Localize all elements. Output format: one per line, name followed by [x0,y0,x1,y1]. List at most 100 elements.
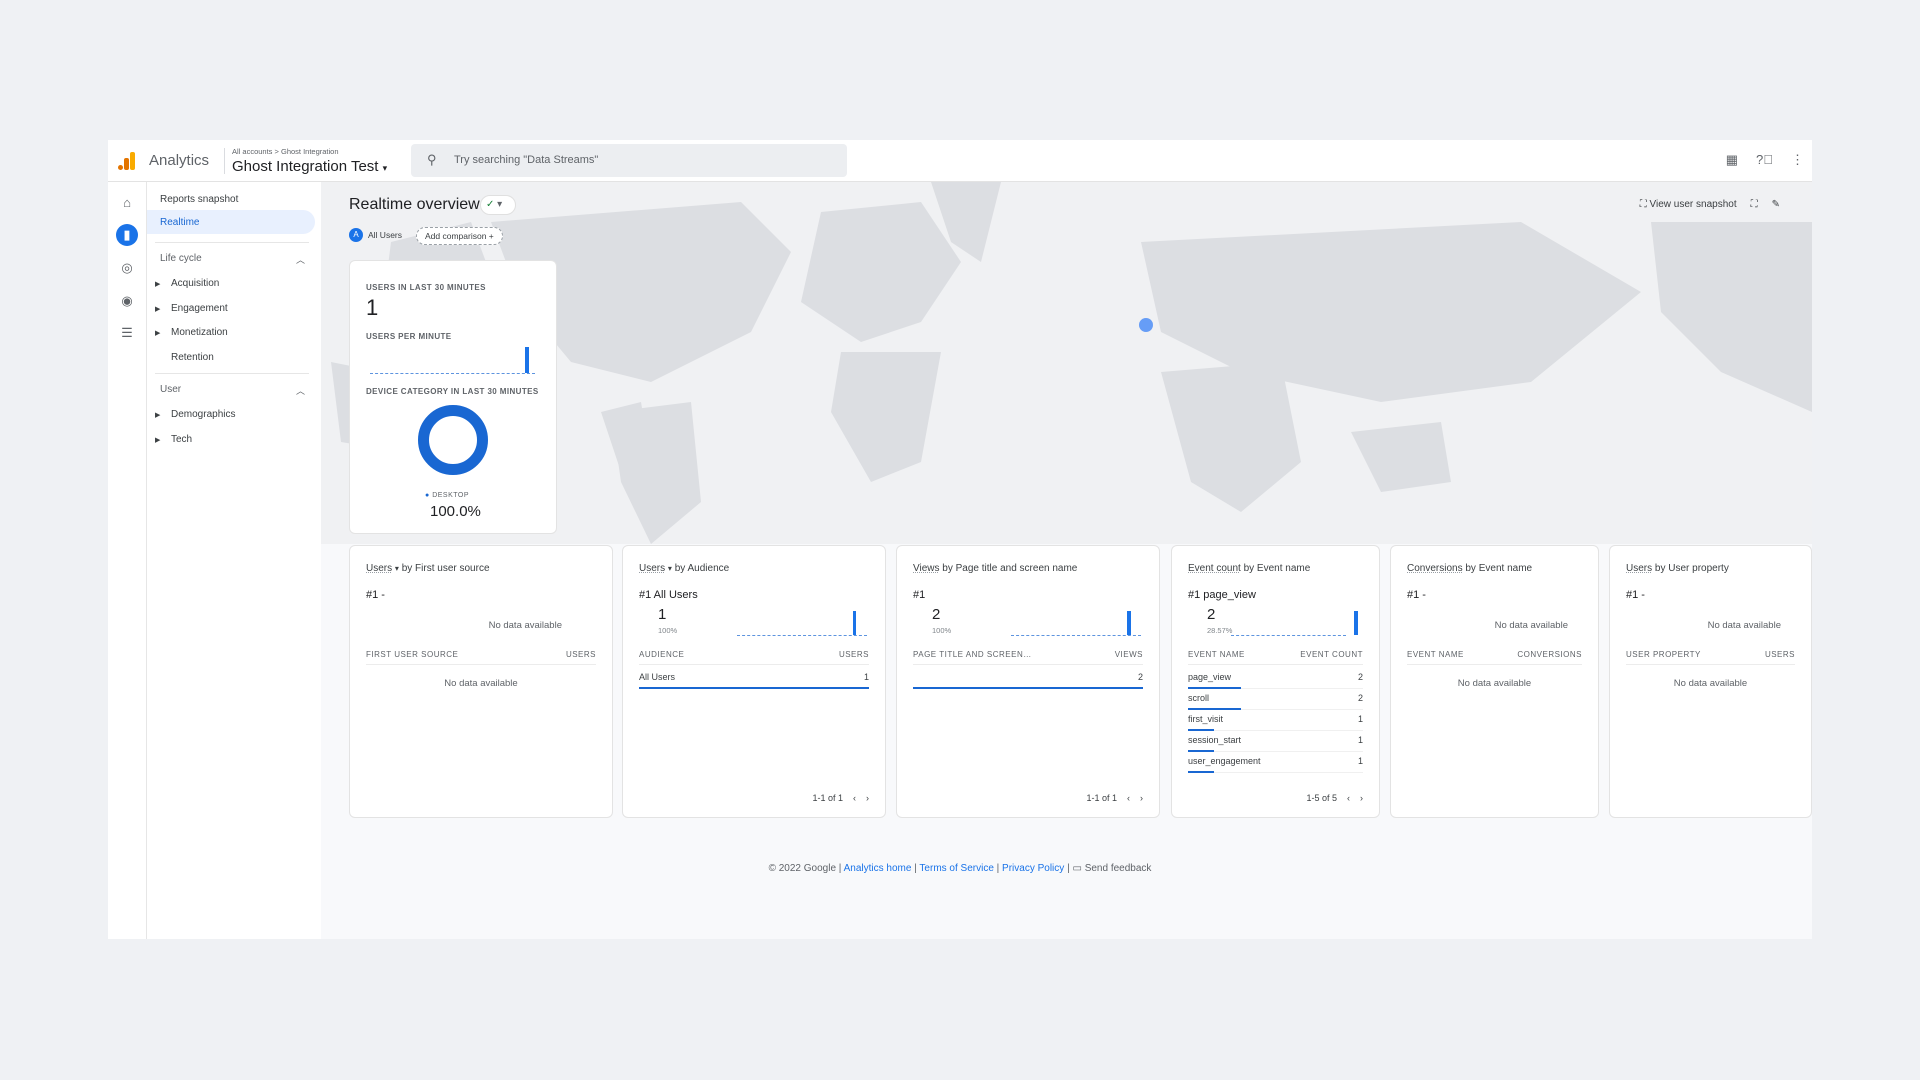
nav-acquisition[interactable]: Acquisition [171,278,220,289]
table-row[interactable]: scroll 2 [1188,689,1363,710]
plus-icon: + [488,231,494,241]
trend-bar[interactable] [853,611,856,635]
send-feedback-label: Send feedback [1084,863,1152,874]
card-dimension: by Audience [674,563,730,574]
column-header[interactable]: EVENT NAME [1407,650,1464,659]
table-row[interactable]: All Users 1 [639,668,869,689]
terms-link[interactable]: Terms of Service [919,863,994,874]
card-title[interactable]: Views by Page title and screen name [913,563,1077,574]
fullscreen-icon[interactable]: ⛶ [1750,199,1758,210]
card-dimension: by User property [1654,563,1729,574]
nav-engagement[interactable]: Engagement [171,303,228,314]
report-card: Users by User property #1 - No data availa… [1609,545,1812,818]
card-title[interactable]: Users ▾ by First user source [366,563,490,574]
app-frame: Analytics All accounts > Ghost Integrati… [108,140,1812,939]
card-title[interactable]: Event count by Event name [1188,563,1310,574]
card-title[interactable]: Users ▾ by Audience [639,563,729,574]
column-header[interactable]: CONVERSIONS [1517,650,1582,659]
caret-right-icon[interactable]: ▶ [155,412,161,419]
property-selector[interactable]: Ghost Integration Test ▾ [232,158,387,175]
chevron-left-icon[interactable]: ‹ [1127,793,1130,803]
users-per-minute-bar[interactable] [525,347,529,373]
comparison-label: All Users [368,230,403,240]
column-header[interactable]: PAGE TITLE AND SCREEN… [913,650,1032,659]
chevron-up-icon[interactable]: ︿ [295,255,305,265]
home-icon[interactable]: ⌂ [123,195,131,210]
chevron-left-icon[interactable]: ‹ [1347,793,1350,803]
nav-user[interactable]: User [160,384,182,395]
trend-bar[interactable] [1354,611,1359,635]
card-metric[interactable]: Users [639,563,666,574]
table-row[interactable]: 2 [913,668,1143,689]
caret-right-icon[interactable]: ▶ [155,330,161,337]
device-donut-chart[interactable] [418,405,488,475]
table-row[interactable]: user_engagement 1 [1188,752,1363,773]
configure-icon[interactable]: ☰ [121,325,133,340]
column-header[interactable]: USERS [1764,650,1795,659]
column-header[interactable]: USER PROPERTY [1626,650,1701,659]
nav-tech[interactable]: Tech [171,434,193,445]
apps-grid-icon[interactable]: ▦ [1725,152,1739,167]
nav-demographics[interactable]: Demographics [171,409,236,420]
comparison-chip-all-users[interactable]: A All Users [349,228,402,242]
legend-dot-icon: ● [425,492,430,499]
more-vert-icon[interactable]: ⋮ [1791,152,1804,167]
explore-icon[interactable]: ◎ [121,260,133,275]
chevron-down-icon[interactable]: ▾ [667,564,672,573]
table-row[interactable]: first_visit 1 [1188,710,1363,731]
help-icon[interactable]: ?⃝ [1756,152,1773,167]
nav-realtime[interactable]: Realtime [160,217,200,228]
card-metric[interactable]: Views [913,563,940,574]
row-name: first_visit [1188,714,1224,724]
column-header[interactable]: AUDIENCE [639,650,685,659]
card-dimension: by First user source [401,563,490,574]
customize-report-icon[interactable]: ✎ [1771,199,1780,210]
column-header[interactable]: FIRST USER SOURCE [366,650,459,659]
table-row[interactable]: page_view 2 [1188,668,1363,689]
card-metric[interactable]: Users [366,563,393,574]
column-header[interactable]: EVENT NAME [1188,650,1245,659]
device-legend: ● DESKTOP [425,492,469,499]
nav-retention[interactable]: Retention [171,352,214,363]
add-comparison-button[interactable]: Add comparison + [416,227,503,245]
status-badge[interactable]: ✓ ▾ [480,195,516,215]
column-header[interactable]: EVENT COUNT [1300,650,1363,659]
advertising-icon[interactable]: ◉ [121,293,133,308]
column-header[interactable]: USERS [565,650,596,659]
chevron-down-icon[interactable]: ▾ [394,564,399,573]
trend-bar[interactable] [1127,611,1132,635]
pagination-label: 1-1 of 1 [1086,793,1117,803]
column-header[interactable]: USERS [838,650,869,659]
analytics-logo-icon[interactable] [118,152,136,170]
column-header[interactable]: VIEWS [1114,650,1143,659]
nav-reports-snapshot[interactable]: Reports snapshot [160,194,239,205]
card-metric[interactable]: Event count [1188,563,1241,574]
send-feedback-button[interactable]: ▭ Send feedback [1072,863,1151,874]
chevron-right-icon[interactable]: › [866,793,869,803]
pagination: 1-1 of 1 ‹ › [1086,793,1143,803]
analytics-home-link[interactable]: Analytics home [843,863,912,874]
card-title[interactable]: Users by User property [1626,563,1729,574]
row-name: user_engagement [1188,756,1261,766]
chevron-up-icon[interactable]: ︿ [295,386,305,396]
search-input[interactable]: ⚲ Try searching "Data Streams" [411,144,847,177]
nav-lifecycle[interactable]: Life cycle [160,253,202,264]
table-row[interactable]: session_start 1 [1188,731,1363,752]
privacy-link[interactable]: Privacy Policy [1002,863,1065,874]
reports-icon[interactable]: ▮ [116,224,138,246]
nav-monetization[interactable]: Monetization [171,327,228,338]
divider [224,148,225,174]
view-user-snapshot-label: View user snapshot [1649,199,1737,210]
card-metric[interactable]: Conversions [1407,563,1463,574]
chart-baseline [737,635,867,636]
view-user-snapshot-button[interactable]: ⛶ View user snapshot [1640,199,1737,210]
breadcrumb[interactable]: All accounts > Ghost Integration [232,147,339,156]
chevron-right-icon[interactable]: › [1140,793,1143,803]
card-metric[interactable]: Users [1626,563,1653,574]
chevron-left-icon[interactable]: ‹ [853,793,856,803]
caret-right-icon[interactable]: ▶ [155,437,161,444]
card-title[interactable]: Conversions by Event name [1407,563,1532,574]
caret-right-icon[interactable]: ▶ [155,306,161,313]
chevron-right-icon[interactable]: › [1360,793,1363,803]
caret-right-icon[interactable]: ▶ [155,281,161,288]
